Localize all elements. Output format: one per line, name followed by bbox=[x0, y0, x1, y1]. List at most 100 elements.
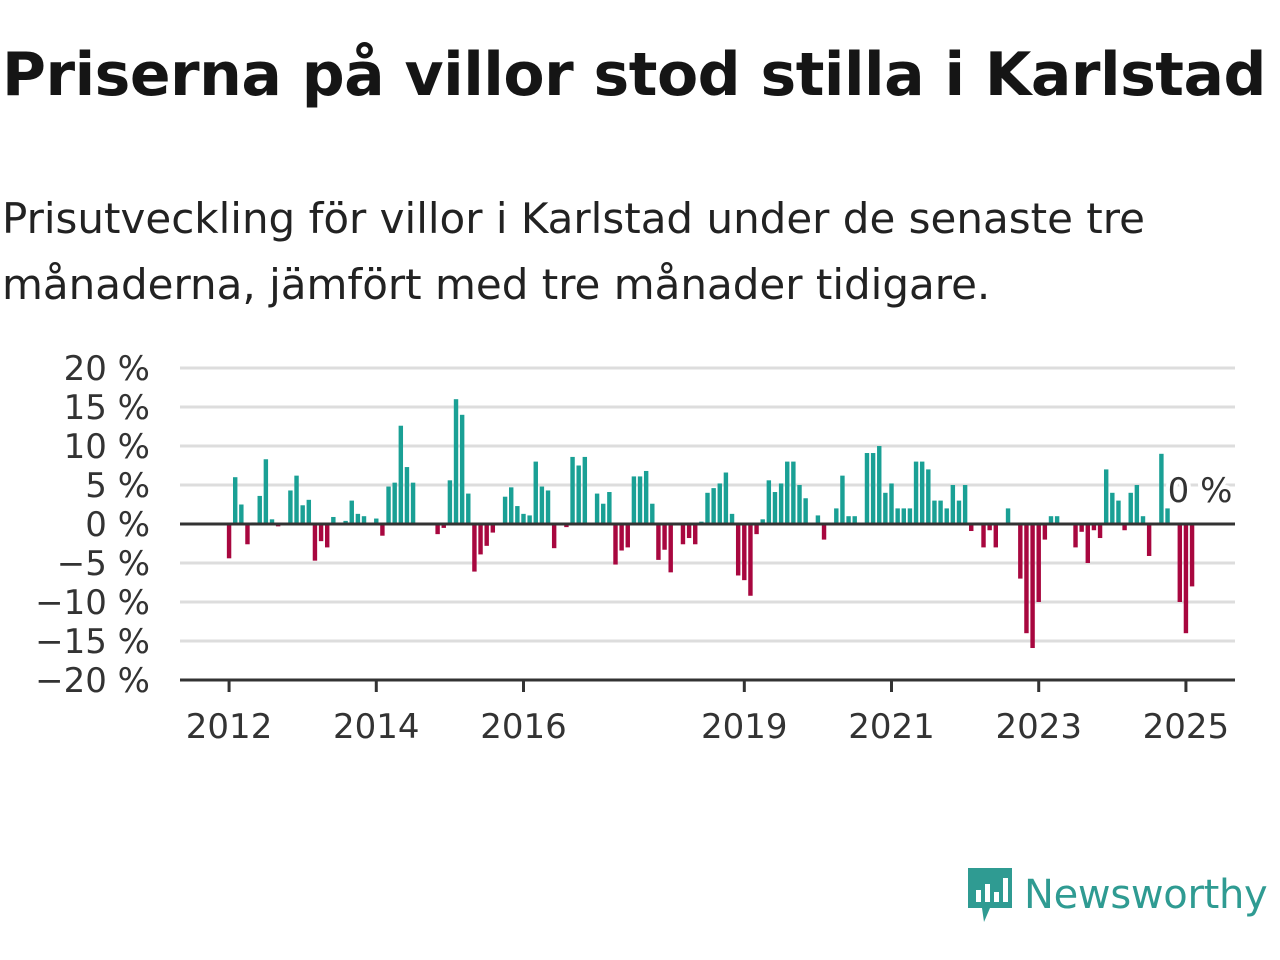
bar bbox=[711, 488, 716, 524]
bar bbox=[852, 516, 857, 524]
bar bbox=[355, 513, 361, 524]
bar bbox=[447, 480, 453, 524]
bar bbox=[527, 515, 532, 524]
bar bbox=[564, 524, 569, 528]
bar bbox=[748, 524, 753, 596]
bar bbox=[1116, 500, 1121, 524]
bar bbox=[791, 461, 796, 524]
bar bbox=[594, 493, 600, 524]
bar bbox=[410, 482, 416, 524]
bar bbox=[478, 524, 483, 555]
bar bbox=[821, 524, 827, 540]
bar bbox=[797, 485, 802, 524]
bar bbox=[754, 524, 759, 535]
bar bbox=[987, 524, 992, 531]
bar bbox=[907, 508, 913, 524]
bar bbox=[772, 492, 778, 524]
bar bbox=[521, 513, 526, 524]
bar bbox=[349, 500, 354, 524]
bars bbox=[226, 399, 1195, 649]
bar bbox=[932, 500, 937, 524]
bar bbox=[1159, 453, 1164, 524]
bar bbox=[1177, 524, 1183, 602]
bar bbox=[870, 453, 876, 524]
bar bbox=[545, 490, 551, 524]
bar bbox=[1073, 524, 1078, 548]
bar bbox=[1128, 492, 1133, 524]
bar bbox=[239, 504, 244, 524]
bar bbox=[1146, 524, 1152, 556]
bar bbox=[263, 459, 269, 524]
y-tick-label: 5 % bbox=[85, 466, 150, 506]
bar bbox=[919, 461, 925, 524]
bar bbox=[502, 496, 508, 524]
bar bbox=[895, 508, 900, 524]
bar bbox=[551, 524, 557, 549]
bar bbox=[1110, 492, 1115, 524]
bar bbox=[570, 456, 575, 524]
bar bbox=[864, 453, 870, 524]
bar bbox=[846, 516, 851, 524]
chart-subtitle: Prisutveckling för villor i Karlstad und… bbox=[2, 194, 1145, 309]
bar bbox=[889, 483, 894, 524]
bar bbox=[361, 516, 367, 524]
bar bbox=[668, 524, 673, 573]
bar bbox=[1140, 516, 1146, 524]
y-tick-label: −10 % bbox=[35, 583, 150, 623]
x-tick-label: 2023 bbox=[995, 707, 1082, 747]
bar bbox=[834, 508, 839, 524]
bar bbox=[883, 492, 888, 524]
bar bbox=[981, 524, 986, 548]
bar bbox=[226, 524, 232, 559]
bar bbox=[1097, 524, 1103, 539]
bar bbox=[913, 461, 919, 524]
y-tick-label: 15 % bbox=[64, 388, 150, 428]
x-tick-label: 2025 bbox=[1143, 707, 1230, 747]
last-value-annotation: 0 % bbox=[1168, 471, 1233, 511]
bar bbox=[1042, 524, 1048, 540]
bar bbox=[1134, 485, 1140, 524]
bar bbox=[233, 477, 238, 524]
bar bbox=[288, 490, 293, 524]
bar bbox=[1024, 524, 1029, 634]
bar bbox=[1165, 508, 1170, 524]
gridlines bbox=[180, 366, 1235, 643]
bar bbox=[680, 524, 686, 545]
y-tick-label: −5 % bbox=[57, 544, 150, 584]
x-tick-label: 2014 bbox=[333, 707, 420, 747]
bar bbox=[950, 485, 956, 524]
bar bbox=[656, 524, 661, 560]
bar bbox=[453, 399, 459, 524]
bar bbox=[435, 524, 440, 535]
newsworthy-logo-icon bbox=[968, 868, 1012, 922]
bar bbox=[312, 524, 318, 561]
bar bbox=[613, 524, 618, 565]
bar bbox=[325, 524, 330, 548]
bar bbox=[533, 461, 538, 524]
bar-chart: 20 %15 %10 %5 %0 %−5 %−10 %−15 %−20 % 20… bbox=[35, 349, 1236, 747]
bar bbox=[374, 518, 379, 524]
bar bbox=[662, 524, 667, 550]
bar bbox=[1005, 508, 1011, 524]
bar bbox=[1048, 516, 1054, 524]
y-axis-labels: 20 %15 %10 %5 %0 %−5 %−10 %−15 %−20 % bbox=[35, 349, 150, 701]
bar bbox=[1054, 516, 1060, 524]
x-tick-label: 2021 bbox=[848, 707, 935, 747]
brand-logo[interactable]: Newsworthy bbox=[964, 864, 1268, 926]
bar bbox=[631, 476, 637, 524]
bar bbox=[901, 508, 906, 524]
bar bbox=[625, 524, 630, 548]
bar bbox=[778, 483, 784, 524]
bar bbox=[300, 505, 305, 524]
bar bbox=[785, 461, 790, 524]
bar bbox=[815, 515, 821, 524]
bar bbox=[466, 493, 471, 524]
bar bbox=[956, 500, 962, 524]
bar bbox=[693, 524, 698, 545]
bar bbox=[729, 513, 735, 524]
y-tick-label: 20 % bbox=[64, 349, 150, 389]
x-tick-label: 2019 bbox=[701, 707, 788, 747]
bar bbox=[245, 524, 250, 545]
bar bbox=[515, 506, 520, 524]
y-tick-label: 10 % bbox=[64, 427, 150, 467]
